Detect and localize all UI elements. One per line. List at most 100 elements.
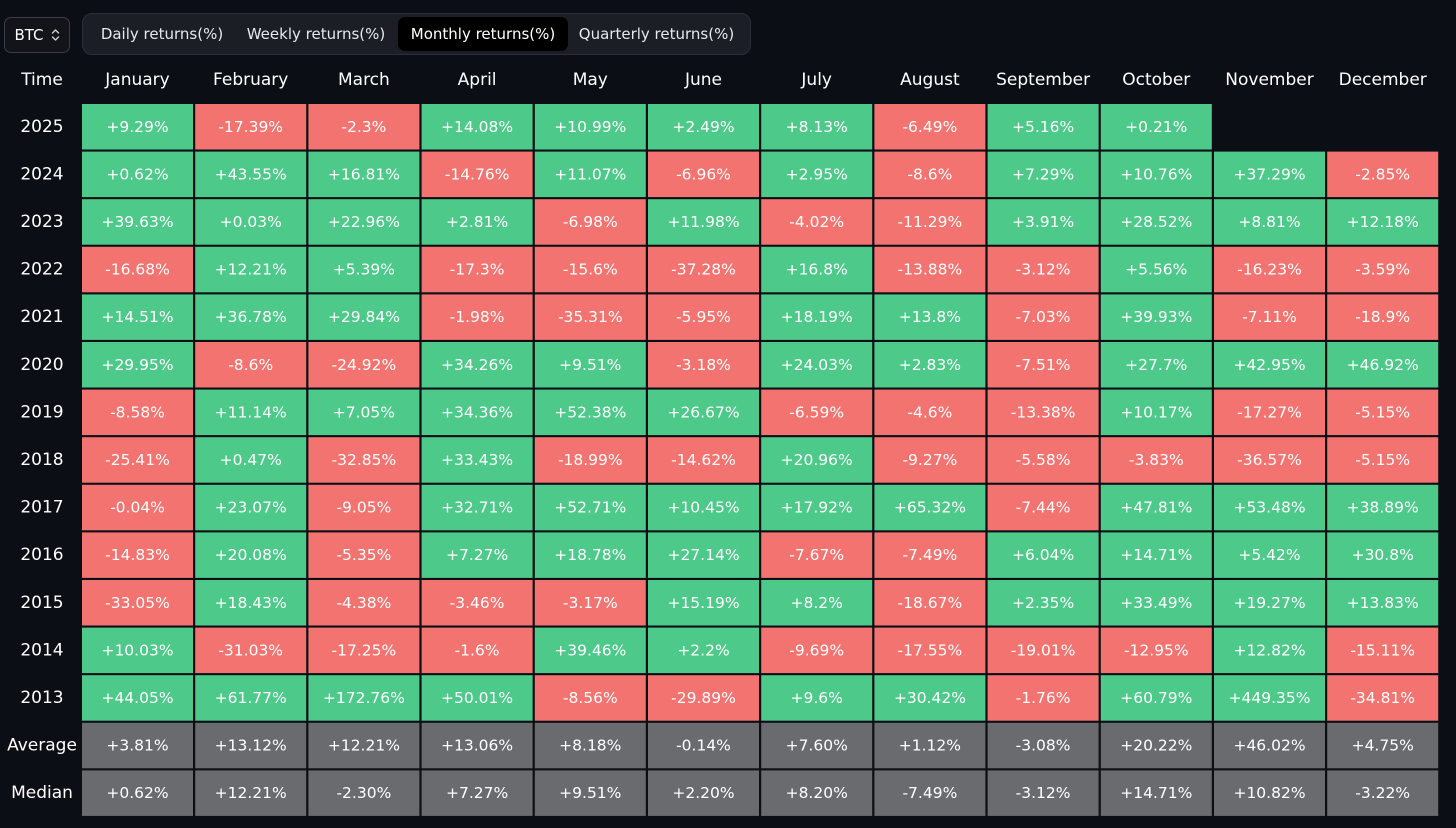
heatmap-value-2018-january: -25.41% xyxy=(105,451,170,469)
heatmap-cell-2025-february xyxy=(195,104,307,150)
heatmap-value-2016-may: +18.78% xyxy=(554,546,626,564)
column-header-july: July xyxy=(800,70,832,90)
heatmap-value-2015-april: -3.46% xyxy=(450,594,505,612)
heatmap-cell-2024-november xyxy=(1214,151,1325,198)
heatmap-cell-2018-december xyxy=(1327,437,1439,483)
heatmap-cell-2021-october xyxy=(1100,294,1212,340)
heatmap-cell-2020-september xyxy=(987,342,1099,388)
heatmap-value-2021-may: -35.31% xyxy=(558,308,623,326)
heatmap-cell-2025-july xyxy=(761,104,873,150)
heatmap-value-average-december: +4.75% xyxy=(1352,737,1414,755)
heatmap-value-median-march: -2.30% xyxy=(336,784,391,802)
heatmap-value-2016-july: -7.67% xyxy=(789,546,844,564)
heatmap-cell-2018-march xyxy=(308,437,420,483)
heatmap-cell-2014-april xyxy=(421,627,533,674)
heatmap-value-average-november: +46.02% xyxy=(1233,737,1305,755)
heatmap-cell-2015-january xyxy=(82,580,193,626)
heatmap-value-2020-june: -3.18% xyxy=(676,356,731,374)
heatmap-cell-2018-july xyxy=(761,437,873,483)
heatmap-cell-2023-february xyxy=(195,199,307,245)
heatmap-value-2021-september: -7.03% xyxy=(1016,308,1071,326)
heatmap-value-2022-june: -37.28% xyxy=(671,261,736,279)
heatmap-cell-2025-january xyxy=(82,104,193,150)
row-label-2022: 2022 xyxy=(20,260,63,280)
heatmap-cell-2025-june xyxy=(648,104,759,150)
tab-weekly-returns[interactable]: Weekly returns(%) xyxy=(246,25,386,43)
heatmap-value-2015-may: -3.17% xyxy=(563,594,618,612)
heatmap-cell-2020-march xyxy=(308,342,420,388)
tab-daily-returns[interactable]: Daily returns(%) xyxy=(100,25,224,43)
heatmap-cell-2021-december xyxy=(1327,294,1439,340)
heatmap-value-median-october: +14.71% xyxy=(1120,784,1192,802)
heatmap-value-average-january: +3.81% xyxy=(106,737,168,755)
heatmap-value-2015-december: +13.83% xyxy=(1347,594,1419,612)
heatmap-value-2020-december: +46.92% xyxy=(1347,356,1419,374)
heatmap-cell-2022-february xyxy=(195,246,307,293)
heatmap-cell-2013-january xyxy=(82,675,193,721)
heatmap-value-2015-november: +19.27% xyxy=(1233,594,1305,612)
heatmap-cell-median-january xyxy=(82,770,193,816)
heatmap-cell-2020-april xyxy=(421,342,533,388)
column-header-may: May xyxy=(573,70,608,90)
heatmap-cell-2018-may xyxy=(534,437,646,483)
tab-quarterly-returns[interactable]: Quarterly returns(%) xyxy=(578,25,735,43)
heatmap-value-median-november: +10.82% xyxy=(1233,784,1305,802)
row-label-2019: 2019 xyxy=(20,402,63,422)
heatmap-cell-2015-december xyxy=(1327,580,1439,626)
heatmap-value-2015-august: -18.67% xyxy=(898,594,963,612)
heatmap-cell-median-november xyxy=(1214,770,1325,816)
heatmap-cell-2019-february xyxy=(195,389,307,436)
heatmap-cell-2016-september xyxy=(987,532,1099,578)
heatmap-value-2014-september: -19.01% xyxy=(1011,641,1076,659)
heatmap-value-average-july: +7.60% xyxy=(786,737,848,755)
heatmap-value-2023-december: +12.18% xyxy=(1347,213,1419,231)
heatmap-cell-2023-july xyxy=(761,199,873,245)
heatmap-cell-2013-february xyxy=(195,675,307,721)
row-label-median: Median xyxy=(11,783,73,803)
heatmap-value-2018-december: -5.15% xyxy=(1355,451,1410,469)
heatmap-cell-2013-june xyxy=(648,675,759,721)
heatmap-cell-average-july xyxy=(761,722,873,769)
heatmap-value-2017-march: -9.05% xyxy=(336,499,391,517)
heatmap-cell-2013-december xyxy=(1327,675,1439,721)
heatmap-value-2023-april: +2.81% xyxy=(446,213,508,231)
heatmap-cell-2024-august xyxy=(874,151,986,198)
heatmap-cell-2017-february xyxy=(195,484,307,531)
heatmap-cell-2020-october xyxy=(1100,342,1212,388)
heatmap-value-2022-march: +5.39% xyxy=(333,261,395,279)
heatmap-cell-2014-may xyxy=(534,627,646,674)
heatmap-cell-2018-april xyxy=(421,437,533,483)
heatmap-value-2021-january: +14.51% xyxy=(101,308,173,326)
row-label-2014: 2014 xyxy=(20,640,63,660)
heatmap-value-2020-september: -7.51% xyxy=(1016,356,1071,374)
heatmap-value-average-june: -0.14% xyxy=(676,737,731,755)
heatmap-cell-2021-november xyxy=(1214,294,1325,340)
heatmap-value-2018-april: +33.43% xyxy=(441,451,513,469)
heatmap-value-median-september: -3.12% xyxy=(1016,784,1071,802)
heatmap-value-median-august: -7.49% xyxy=(902,784,957,802)
heatmap-value-2014-may: +39.46% xyxy=(554,641,626,659)
heatmap-cell-2016-august xyxy=(874,532,986,578)
heatmap-value-2019-february: +11.14% xyxy=(215,403,287,421)
tab-monthly-returns[interactable]: Monthly returns(%) xyxy=(398,17,568,51)
heatmap-cell-2017-september xyxy=(987,484,1099,531)
heatmap-value-2019-april: +34.36% xyxy=(441,403,513,421)
heatmap-value-2022-september: -3.12% xyxy=(1016,261,1071,279)
row-label-2024: 2024 xyxy=(20,164,63,184)
heatmap-value-2015-july: +8.2% xyxy=(791,594,843,612)
heatmap-value-2022-august: -13.88% xyxy=(898,261,963,279)
heatmap-value-2017-december: +38.89% xyxy=(1347,499,1419,517)
heatmap-cell-median-may xyxy=(534,770,646,816)
heatmap-value-2020-july: +24.03% xyxy=(781,356,853,374)
heatmap-value-2017-august: +65.32% xyxy=(894,499,966,517)
heatmap-value-median-april: +7.27% xyxy=(446,784,508,802)
heatmap-cell-2023-august xyxy=(874,199,986,245)
heatmap-value-median-february: +12.21% xyxy=(215,784,287,802)
returns-period-tabs: Daily returns(%) Weekly returns(%) Month… xyxy=(82,13,751,55)
heatmap-value-2022-november: -16.23% xyxy=(1237,261,1302,279)
heatmap-cell-2025-october xyxy=(1100,104,1212,150)
column-header-august: August xyxy=(900,70,960,90)
ticker-select[interactable]: BTC xyxy=(4,17,70,53)
heatmap-value-2017-november: +53.48% xyxy=(1233,499,1305,517)
column-header-december: December xyxy=(1339,70,1427,90)
